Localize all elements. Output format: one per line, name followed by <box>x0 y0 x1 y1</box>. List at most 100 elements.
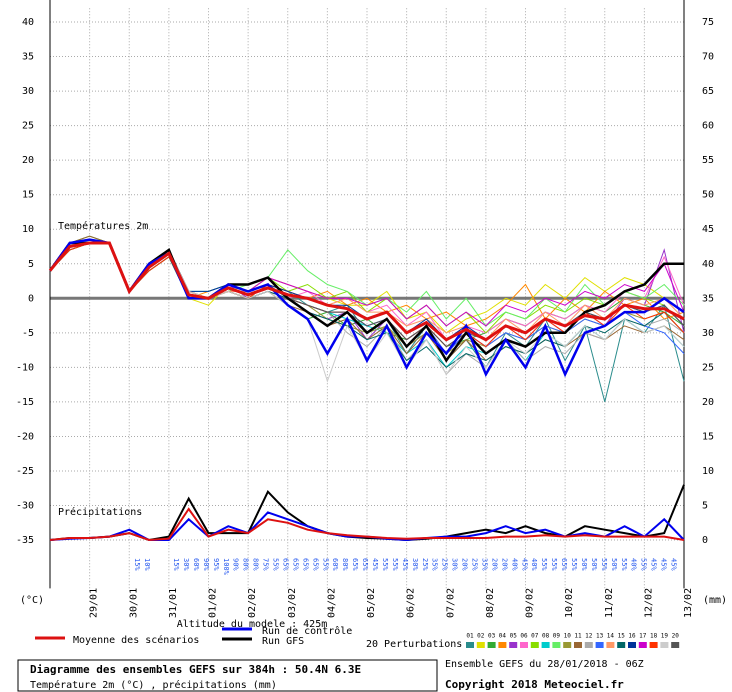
x-tick-label: 04/02 <box>326 588 337 618</box>
title-box <box>17 659 438 692</box>
legend-chip-label: 14 <box>607 633 615 640</box>
temperature-label: Températures 2m <box>58 220 148 232</box>
precip-probability: 90% <box>202 558 210 571</box>
precip-probability: 100% <box>222 558 230 576</box>
precip-probability: 80% <box>341 558 349 571</box>
legend-chip <box>541 642 550 648</box>
legend-chip <box>649 642 658 648</box>
legend-chip <box>617 642 626 648</box>
legend-chip <box>595 642 604 648</box>
precip-probability: 75% <box>262 558 270 571</box>
y2-tick-label: 45 <box>702 224 714 235</box>
legend-chip-label: 08 <box>542 633 550 640</box>
legend-chip-label: 06 <box>520 633 528 640</box>
precip-probability: 15% <box>133 558 141 571</box>
legend-chip <box>584 642 593 648</box>
y-tick-label: -10 <box>16 362 34 373</box>
y2-tick-label: 5 <box>702 501 708 512</box>
precip-probability: 25% <box>441 558 449 571</box>
x-tick-label: 12/02 <box>643 588 654 618</box>
y-tick-label: 35 <box>22 52 34 63</box>
x-tick-label: 09/02 <box>525 588 536 618</box>
legend-chip-label: 04 <box>499 633 507 640</box>
y-tick-label: 5 <box>28 259 34 270</box>
y-tick-label: 20 <box>22 155 34 166</box>
legend-chip-label: 13 <box>596 633 604 640</box>
y2-tick-label: 65 <box>702 86 714 97</box>
legend-chip-label: 15 <box>618 633 626 640</box>
legend-chip-label: 16 <box>628 633 636 640</box>
legend-chip <box>552 642 561 648</box>
precip-probability: 55% <box>600 558 608 571</box>
precip-probability: 55% <box>550 558 558 571</box>
y-tick-label: -35 <box>16 535 34 546</box>
legend-chip <box>509 642 518 648</box>
perturbations-label: 20 Perturbations <box>366 639 462 650</box>
altitude: Altitude du modele : 425m <box>177 619 328 630</box>
x-tick-label: 03/02 <box>287 588 298 618</box>
y-tick-label: 0 <box>28 293 34 304</box>
y2-tick-label: 10 <box>702 466 714 477</box>
y2-tick-label: 75 <box>702 17 714 28</box>
y2-tick-label: 0 <box>702 535 708 546</box>
precip-probability: 55% <box>272 558 280 571</box>
precip-probability: 90% <box>232 558 240 571</box>
y2-tick-label: 15 <box>702 431 714 442</box>
precip-probability: 30% <box>411 558 419 571</box>
precip-probability: 55% <box>620 558 628 571</box>
y2-tick-label: 20 <box>702 397 714 408</box>
y-tick-label: 15 <box>22 190 34 201</box>
precip-probability: 35% <box>480 558 488 571</box>
y-tick-label: 10 <box>22 224 34 235</box>
source: Ensemble GEFS du 28/01/2018 - 06Z <box>445 659 644 670</box>
legend-chip-label: 18 <box>650 633 658 640</box>
precip-probability: 20% <box>500 558 508 571</box>
y2-tick-label: 55 <box>702 155 714 166</box>
legend-chip-label: 11 <box>574 633 582 640</box>
x-tick-label: 06/02 <box>406 588 417 618</box>
precip-probability: 30% <box>451 558 459 571</box>
precip-probability: 45% <box>371 558 379 571</box>
precip-probability: 45% <box>660 558 668 571</box>
y2-tick-label: 70 <box>702 52 714 63</box>
legend-chip-label: 03 <box>488 633 496 640</box>
precip-probability: 50% <box>590 558 598 571</box>
precip-probability: 25% <box>421 558 429 571</box>
precip-probability: 30% <box>182 558 190 571</box>
precip-probability: 10% <box>143 558 151 571</box>
precipitation-label: Précipitations <box>58 506 142 518</box>
x-tick-label: 05/02 <box>366 588 377 618</box>
y-tick-label: -5 <box>22 328 34 339</box>
precip-probability: 65% <box>560 558 568 571</box>
legend-chip-label: 19 <box>661 633 669 640</box>
y2-tick-label: 25 <box>702 362 714 373</box>
precip-probability: 15% <box>172 558 180 571</box>
x-tick-label: 02/02 <box>247 588 258 618</box>
precip-probability: 55% <box>640 558 648 571</box>
legend-label: Moyenne des scénarios <box>73 634 199 646</box>
y2-unit: (mm) <box>703 595 727 606</box>
precip-probability: 80% <box>242 558 250 571</box>
legend-chip-label: 01 <box>466 633 474 640</box>
legend-chip <box>487 642 496 648</box>
precip-probability: 55% <box>570 558 578 571</box>
y2-tick-label: 35 <box>702 293 714 304</box>
precip-probability: 45% <box>650 558 658 571</box>
legend-label: Run GFS <box>262 636 304 647</box>
chart-subtitle: Température 2m (°C) , précipitations (mm… <box>30 679 277 691</box>
precip-probability: 45% <box>401 558 409 571</box>
precip-probability: 95% <box>212 558 220 571</box>
precip-probability: 65% <box>291 558 299 571</box>
chart-title: Diagramme des ensembles GEFS sur 384h : … <box>30 663 361 676</box>
precip-probability: 40% <box>510 558 518 571</box>
precip-probability: 20% <box>490 558 498 571</box>
legend-chip <box>671 642 680 648</box>
legend-chip <box>606 642 615 648</box>
precip-probability: 65% <box>281 558 289 571</box>
legend-chip <box>476 642 485 648</box>
x-tick-label: 10/02 <box>564 588 575 618</box>
precip-probability: 65% <box>311 558 319 571</box>
y2-tick-label: 40 <box>702 259 714 270</box>
precip-probability: 65% <box>351 558 359 571</box>
